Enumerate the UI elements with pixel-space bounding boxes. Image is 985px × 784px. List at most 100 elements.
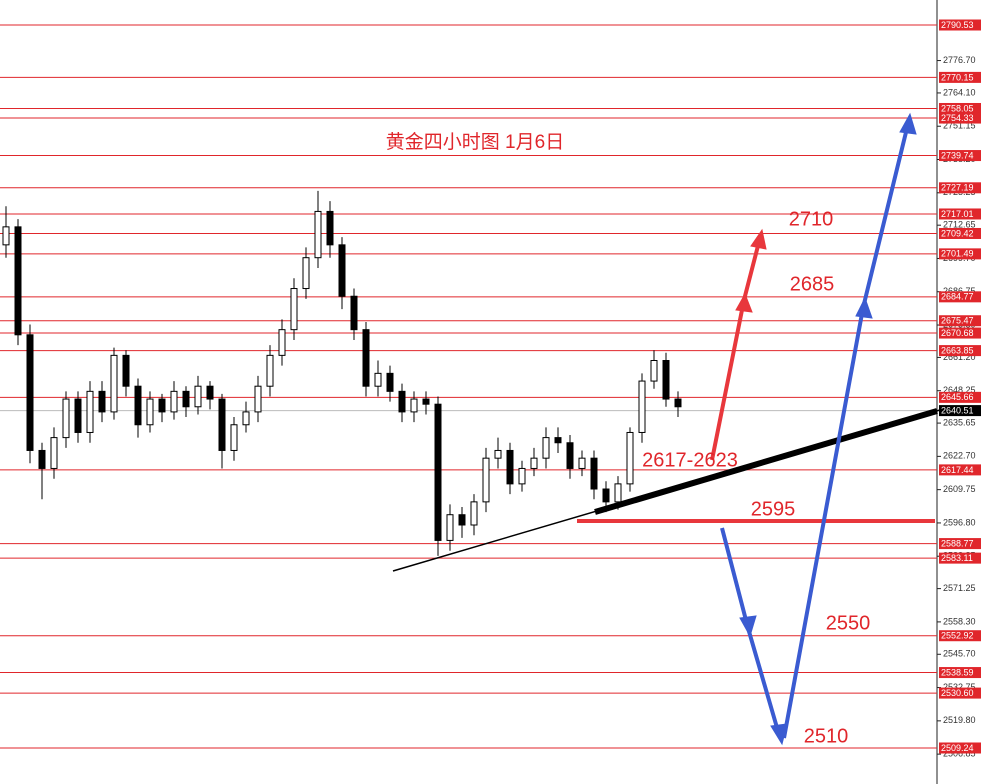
annotation: 2510 [804, 725, 849, 747]
candle-body [206, 385, 214, 400]
candle-body [350, 295, 358, 331]
candle-body [14, 226, 22, 336]
level-box [939, 150, 981, 162]
candle-body [98, 390, 106, 413]
y-tick-label: 2519.80 [943, 715, 976, 725]
level-box [939, 630, 981, 642]
candle-body [122, 354, 130, 387]
candle-body [134, 385, 142, 426]
y-tick-label: 2596.80 [943, 517, 976, 527]
y-tick-label: 2532.75 [943, 682, 976, 692]
candle-body [62, 398, 70, 439]
level-label: 2709.42 [941, 228, 974, 238]
last-price-box [939, 405, 981, 417]
level-box [939, 667, 981, 679]
red-arrow [710, 228, 767, 461]
candle-body [2, 226, 10, 246]
annotation: 2617-2623 [642, 449, 738, 471]
candle-body [530, 457, 538, 469]
candle-body [50, 437, 58, 469]
level-label: 2588.77 [941, 538, 974, 548]
level-label: 2552.92 [941, 631, 974, 641]
level-label: 2509.24 [941, 743, 974, 753]
level-label: 2538.59 [941, 667, 974, 677]
level-label: 2739.74 [941, 150, 974, 160]
chart-title: 黄金四小时图 1月6日 [386, 131, 564, 153]
candle-body [110, 354, 118, 413]
candle-body [614, 483, 622, 503]
level-box [939, 742, 981, 754]
level-box [939, 208, 981, 220]
candle-body [446, 514, 454, 541]
candle-body [434, 403, 442, 541]
level-box [939, 687, 981, 699]
y-tick-label: 2571.25 [943, 583, 976, 593]
blue-arrows [720, 112, 917, 746]
candle-body [650, 360, 658, 382]
candle-body [362, 329, 370, 387]
level-label: 2530.60 [941, 688, 974, 698]
level-label: 2770.15 [941, 72, 974, 82]
candle-body [314, 210, 322, 259]
level-box [939, 19, 981, 31]
level-box [939, 248, 981, 260]
level-label: 2701.49 [941, 249, 974, 259]
candle-body [590, 457, 598, 490]
level-box [939, 315, 981, 327]
candle-body [194, 385, 202, 408]
candle-body [338, 244, 346, 297]
candle-body [422, 398, 430, 405]
candle-body [398, 390, 406, 413]
candle-body [494, 449, 502, 459]
level-box [939, 112, 981, 124]
y-tick-label: 2622.70 [943, 451, 976, 461]
candle-body [278, 329, 286, 356]
y-tick-label: 2661.20 [943, 352, 976, 362]
level-box [939, 71, 981, 83]
candle-body [230, 424, 238, 451]
level-label: 2717.01 [941, 209, 974, 219]
y-tick-label: 2648.25 [943, 385, 976, 395]
level-box [939, 102, 981, 114]
y-tick-label: 2764.10 [943, 87, 976, 97]
candle-body [410, 398, 418, 413]
candle-body [254, 385, 262, 413]
level-label: 2583.11 [941, 553, 973, 563]
level-label: 2684.77 [941, 292, 974, 302]
candle-body [218, 398, 226, 451]
y-tick-label: 2686.75 [943, 286, 976, 296]
level-box [939, 345, 981, 357]
candle-body [302, 257, 310, 290]
candle-body [662, 360, 670, 400]
level-box [939, 464, 981, 476]
level-box [939, 327, 981, 339]
levels [0, 24, 937, 749]
candles [2, 190, 682, 556]
y-tick-label: 2712.65 [943, 220, 976, 230]
level-label: 2675.47 [941, 316, 974, 326]
candle-body [182, 390, 190, 408]
level-box [939, 552, 981, 564]
candle-body [554, 437, 562, 444]
candle-body [638, 380, 646, 433]
candle-body [242, 411, 250, 426]
candle-body [290, 288, 298, 331]
annotation: 2710 [789, 208, 834, 230]
candle-body [458, 514, 466, 526]
candle-body [26, 334, 34, 451]
candle-body [170, 390, 178, 413]
level-box [939, 291, 981, 303]
price-axis: 2776.702764.102751.152738.202725.252712.… [937, 19, 981, 759]
annotation: 2550 [826, 612, 871, 634]
annotation: 2595 [751, 498, 796, 520]
level-label: 2670.68 [941, 328, 974, 338]
candle-body [326, 210, 334, 246]
candle-body [626, 431, 634, 485]
candle-body [386, 372, 394, 392]
candle-body [518, 467, 526, 485]
level-box [939, 227, 981, 239]
trend-line-bold [594, 408, 938, 515]
candle-body [482, 457, 490, 503]
candle-body [674, 398, 682, 408]
